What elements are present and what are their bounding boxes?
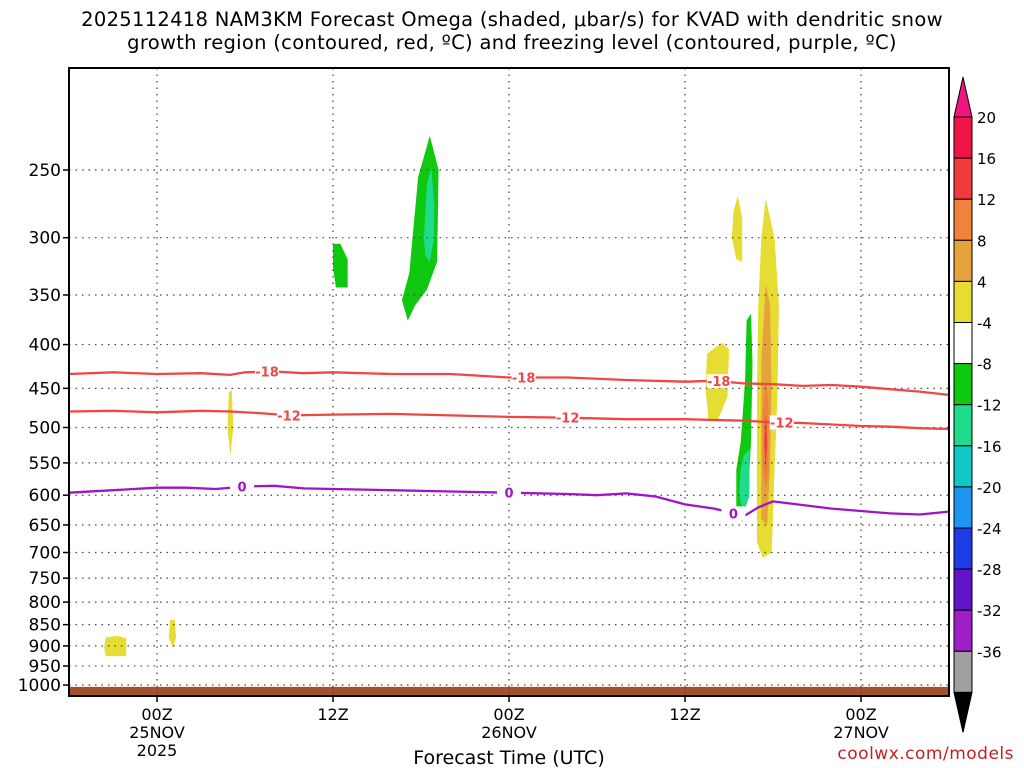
- colorbar-swatch: [953, 527, 973, 570]
- x-axis-label: Forecast Time (UTC): [413, 747, 604, 768]
- x-tick-label: 12Z: [317, 705, 348, 724]
- x-tick-year: 2025: [137, 741, 178, 760]
- colorbar-swatch: [953, 280, 973, 323]
- y-tick-label: 300: [29, 229, 61, 249]
- colorbar-under-arrow: [953, 691, 973, 733]
- y-tick-label: 500: [29, 418, 61, 438]
- x-tick-label: 00Z: [493, 705, 524, 724]
- colorbar-label: 16: [977, 150, 996, 168]
- contour-label: -12: [556, 412, 580, 427]
- y-tick-label: 850: [29, 616, 61, 636]
- chart-title-line-2: growth region (contoured, red, ºC) and f…: [127, 31, 897, 54]
- contour-label: -12: [770, 416, 794, 431]
- colorbar-swatch: [953, 609, 973, 652]
- y-tick-label: 950: [29, 657, 61, 677]
- y-tick-label: 450: [29, 379, 61, 399]
- omega-column-red: [764, 412, 768, 470]
- colorbar-label: -4: [977, 315, 992, 333]
- x-tick-date: 27NOV: [833, 723, 889, 742]
- colorbar-label: 8: [977, 232, 987, 250]
- omega-patch-green: [333, 243, 348, 288]
- omega-patch-yellow: [227, 390, 234, 457]
- omega-column-yellow: [731, 195, 743, 262]
- colorbar-swatch: [953, 445, 973, 488]
- x-tick-date: 25NOV: [129, 723, 185, 742]
- omega-column-cyan: [423, 167, 435, 262]
- omega-patch-yellow: [168, 619, 177, 648]
- colorbar-swatch: [953, 116, 973, 159]
- contour-label-bg: [277, 408, 301, 423]
- colorbar-label: 20: [977, 109, 996, 127]
- y-tick-label: 350: [29, 286, 61, 306]
- contour-label-bg: [511, 370, 536, 385]
- colorbar-swatch: [953, 404, 973, 447]
- colorbar-label: 4: [977, 273, 987, 291]
- y-tick-label: 900: [29, 637, 61, 657]
- colorbar-label: -20: [977, 479, 1002, 497]
- colorbar-swatch: [953, 157, 973, 200]
- colorbar-swatch: [953, 363, 973, 406]
- colorbar-label: -28: [977, 561, 1002, 579]
- contour-label: 0: [504, 487, 513, 502]
- colorbar-swatch: [953, 486, 973, 529]
- omega-column-cyan: [739, 449, 750, 514]
- colorbar-label: -32: [977, 602, 1002, 620]
- colorbar-swatch: [953, 239, 973, 282]
- colorbar-swatch: [953, 568, 973, 611]
- x-tick-label: 00Z: [141, 705, 172, 724]
- colorbar-swatch: [953, 322, 973, 365]
- colorbar-swatch: [953, 650, 973, 693]
- colorbar-swatch: [953, 198, 973, 241]
- chart-title-line-1: 2025112418 NAM3KM Forecast Omega (shaded…: [81, 8, 943, 31]
- contour-label-bg: [230, 479, 255, 494]
- contour-label-bg: [555, 410, 580, 425]
- y-tick-label: 600: [29, 486, 61, 506]
- colorbar-label: -16: [977, 438, 1002, 456]
- contour-label: -18: [512, 371, 536, 386]
- contour-label-bg: [769, 415, 794, 430]
- contour-label-bg: [706, 374, 731, 389]
- x-tick-label: 12Z: [669, 705, 700, 724]
- contour-label: -12: [277, 409, 301, 424]
- contour-label-bg: [255, 364, 279, 379]
- contour-label: 0: [729, 507, 738, 522]
- contour-label-bg: [721, 506, 746, 521]
- colorbar-over-arrow: [953, 76, 973, 118]
- contour-label: -18: [707, 375, 731, 390]
- y-tick-label: 250: [29, 161, 61, 181]
- colorbar-label: -8: [977, 356, 992, 374]
- contour-label-bg: [497, 485, 521, 500]
- colorbar-label: 12: [977, 191, 996, 209]
- y-tick-label: 550: [29, 454, 61, 474]
- colorbar-label: -24: [977, 520, 1002, 538]
- y-tick-label: 1000: [18, 676, 61, 696]
- y-tick-label: 750: [29, 569, 61, 589]
- y-tick-label: 650: [29, 516, 61, 536]
- colorbar-label: -36: [977, 643, 1002, 661]
- x-tick-label: 00Z: [845, 705, 876, 724]
- y-tick-label: 700: [29, 544, 61, 564]
- credit-text: coolwx.com/models: [837, 744, 1014, 764]
- y-tick-label: 800: [29, 593, 61, 613]
- contour-line: [69, 370, 949, 397]
- x-tick-date: 26NOV: [481, 723, 537, 742]
- colorbar-label: -12: [977, 397, 1002, 415]
- contour-label: 0: [238, 481, 247, 496]
- contour-label: -18: [255, 366, 279, 381]
- ground-strip: [69, 686, 949, 696]
- y-tick-label: 400: [29, 336, 61, 356]
